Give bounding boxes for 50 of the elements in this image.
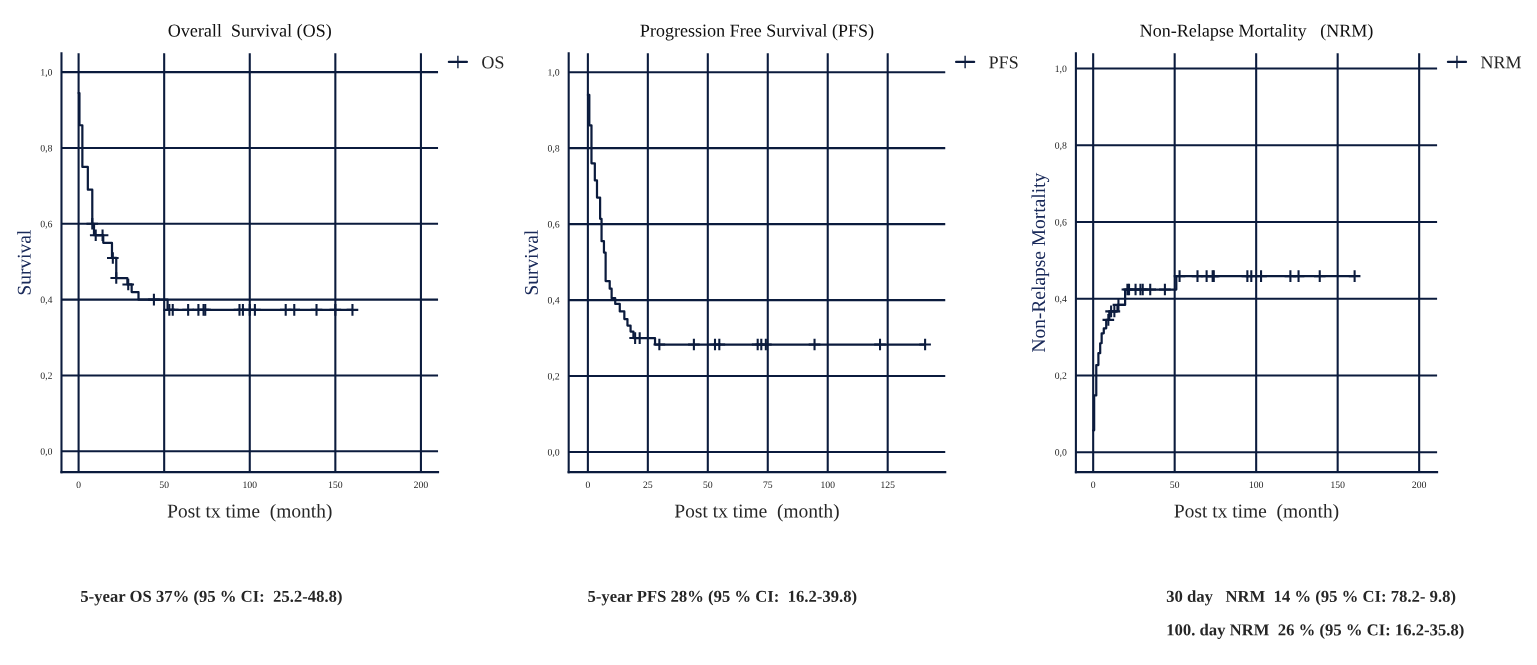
y-tick-label: 0,0 [1055, 449, 1067, 458]
x-tick-label: 150 [1331, 481, 1345, 489]
y-tick-label: 0,4 [40, 296, 53, 305]
x-tick-label: 200 [414, 481, 428, 489]
x-tick-label: 50 [1170, 481, 1180, 489]
chart-title: Non-Relapse Mortality (NRM) [1140, 24, 1373, 41]
x-axis-title: Post tx time (month) [167, 503, 332, 522]
x-tick-label: 0 [1091, 481, 1096, 489]
y-axis-title: Survival [524, 230, 538, 295]
text: 100. day NRM 26 % (95 % CI: 16.2-35.8) [1167, 623, 1464, 639]
y-tick-label: 1,0 [41, 69, 53, 78]
y-tick-label: 0,8 [547, 145, 560, 154]
x-tick-label: 50 [159, 481, 169, 489]
y-axis-title: Non-Relapse Mortality [1031, 172, 1050, 353]
y-tick-label: 0,6 [547, 221, 560, 229]
x-tick-label: 100 [243, 481, 257, 489]
x-tick-label: 125 [881, 481, 895, 489]
x-tick-label: 0 [76, 481, 81, 489]
chart-title: Progression Free Survival (PFS) [640, 24, 874, 41]
y-tick-label: 0,8 [1055, 142, 1067, 151]
y-axis-title: Survival [17, 230, 31, 295]
legend-label: OS [482, 56, 504, 69]
x-axis-title: Post tx time (month) [1174, 503, 1339, 522]
y-tick-label: 1,0 [548, 69, 560, 78]
legend-label: NRM [1480, 56, 1522, 69]
y-tick-label: 0,0 [547, 448, 560, 457]
y-tick-label: 0,6 [40, 220, 53, 229]
text: 30 day NRM 14 % (95 % CI: 78.2- 9.8) [1166, 590, 1456, 606]
x-tick-label: 0 [585, 481, 590, 489]
y-tick-label: 0,2 [1055, 372, 1067, 381]
text: 5-year PFS 28% (95 % CI: 16.2-39.8) [588, 590, 857, 606]
y-tick-label: 0,2 [40, 372, 52, 381]
chart-title: Overall Survival (OS) [168, 24, 331, 41]
x-tick-label: 75 [763, 481, 773, 489]
y-tick-label: 0,2 [547, 372, 560, 381]
x-tick-label: 200 [1412, 481, 1427, 489]
x-tick-label: 150 [328, 481, 343, 489]
x-tick-label: 25 [643, 481, 653, 489]
legend-label: PFS [989, 56, 1018, 69]
text: 5-year OS 37% (95 % CI: 25.2-48.8) [80, 590, 342, 606]
y-tick-label: 0,0 [40, 448, 53, 457]
y-tick-label: 0,4 [1055, 295, 1067, 304]
y-tick-label: 1,0 [1055, 65, 1067, 74]
y-tick-label: 0,4 [547, 297, 560, 305]
y-tick-label: 0,6 [1055, 218, 1067, 227]
x-tick-label: 100 [821, 481, 835, 489]
x-tick-label: 100 [1249, 481, 1264, 489]
x-tick-label: 50 [703, 481, 713, 489]
x-axis-title: Post tx time (month) [674, 503, 839, 522]
y-tick-label: 0,8 [40, 144, 53, 153]
